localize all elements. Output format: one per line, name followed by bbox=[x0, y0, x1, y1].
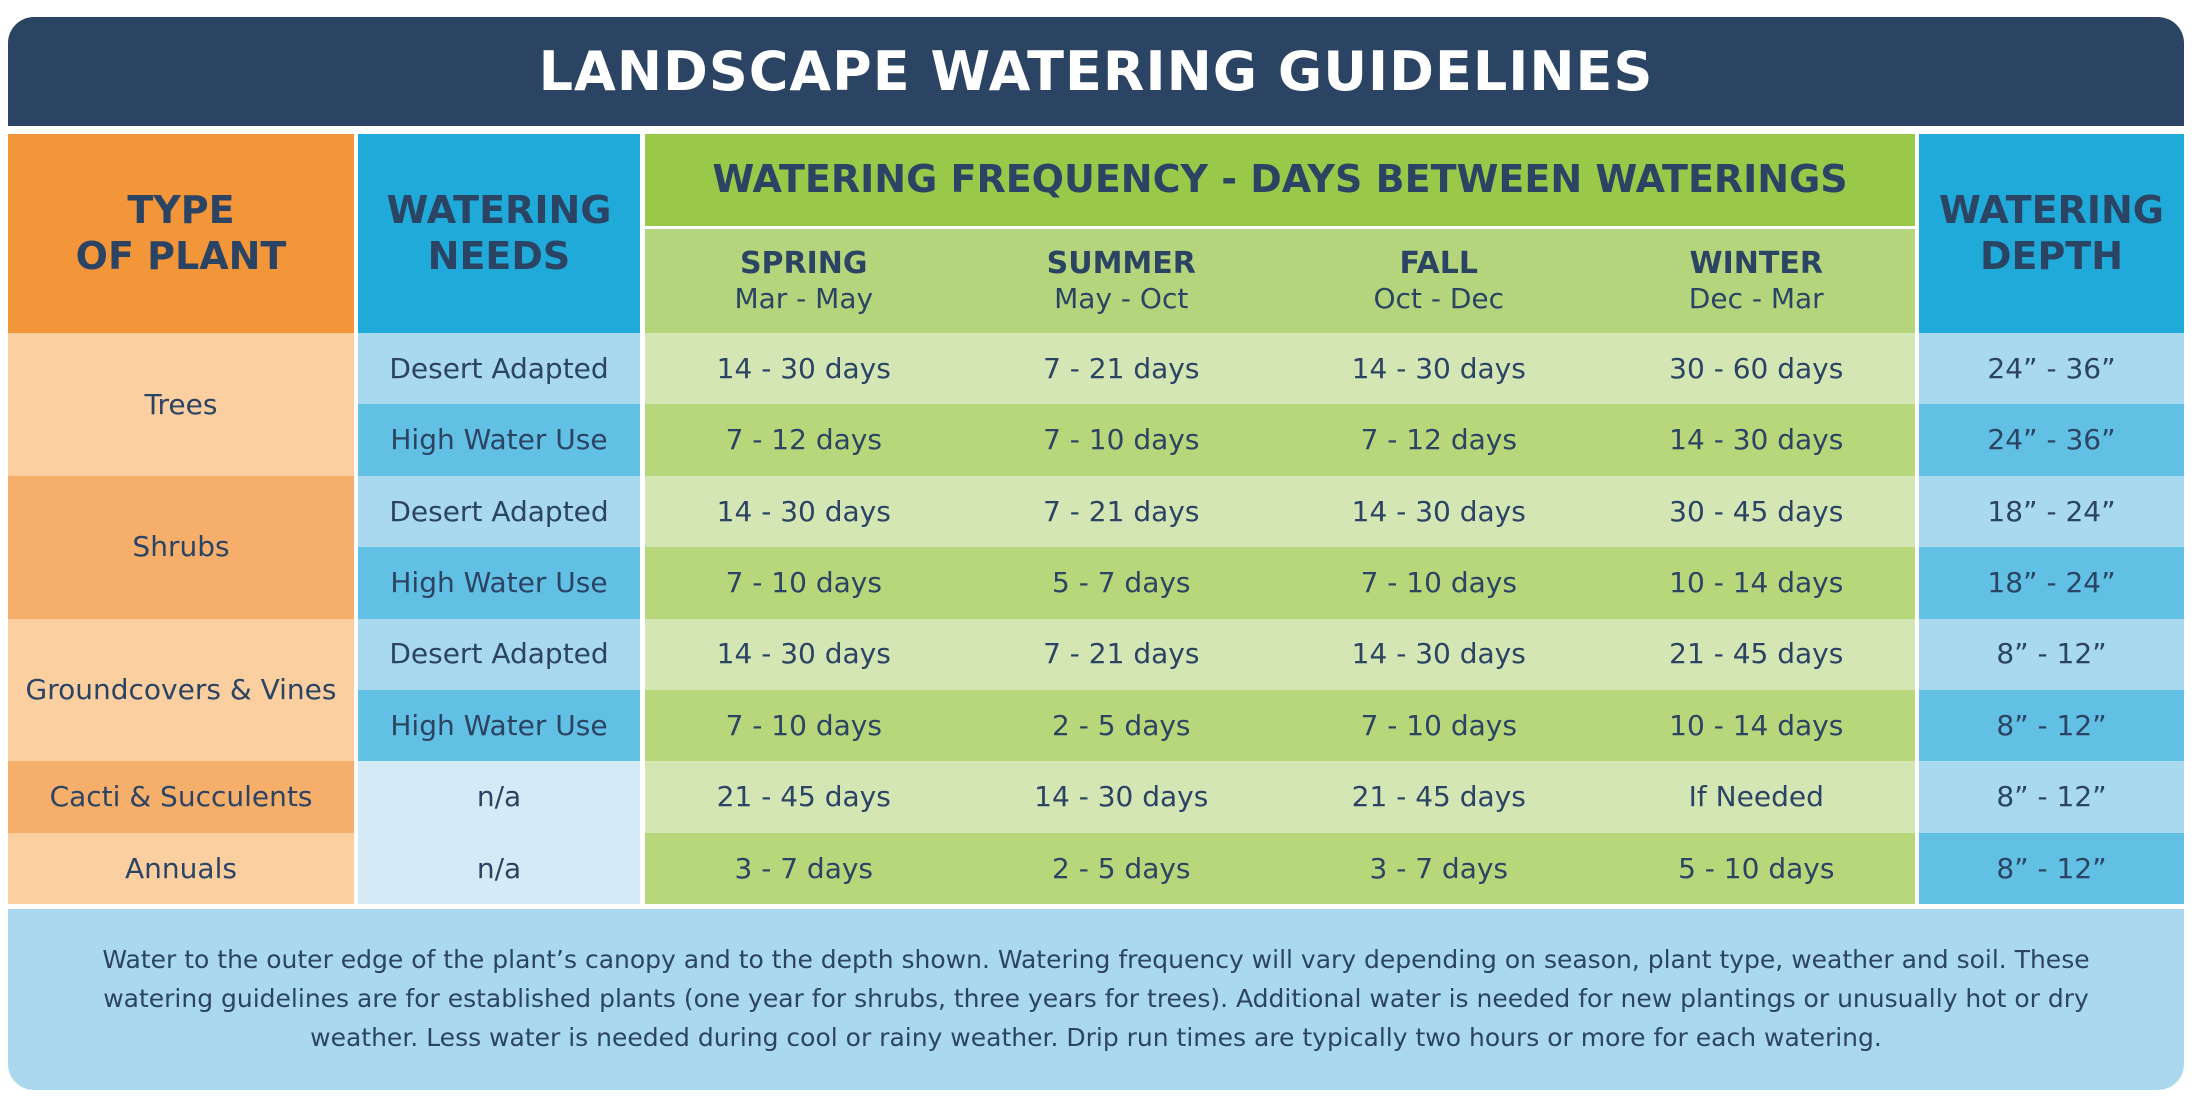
plant-type: Cacti & Succulents bbox=[8, 761, 354, 833]
watering-depth: 8” - 12” bbox=[1919, 832, 2184, 905]
frequency: 2 - 5 days bbox=[1051, 851, 1191, 885]
season-name: FALL bbox=[1399, 246, 1478, 282]
frequency: 10 - 14 days bbox=[1669, 566, 1844, 600]
watering-depth: 8” - 12” bbox=[1919, 690, 2184, 762]
season-months: Dec - Mar bbox=[1688, 282, 1824, 316]
watering-depth: 8” - 12” bbox=[1919, 618, 2184, 690]
season-header: FALL Oct - Dec bbox=[1280, 229, 1598, 333]
frequency: 7 - 10 days bbox=[1043, 423, 1200, 457]
watering-needs: High Water Use bbox=[358, 547, 640, 619]
season-name: SPRING bbox=[739, 246, 868, 282]
season-header: SPRING Mar - May bbox=[645, 229, 963, 333]
season-header: WINTER Dec - Mar bbox=[1597, 229, 1915, 333]
frequency-header: WATERING FREQUENCY - DAYS BETWEEN WATERI… bbox=[645, 134, 1915, 226]
watering-depth: 24” - 36” bbox=[1919, 404, 2184, 476]
season-name: WINTER bbox=[1689, 246, 1823, 282]
watering-depth: 18” - 24” bbox=[1919, 475, 2184, 548]
title: LANDSCAPE WATERING GUIDELINES bbox=[8, 17, 2184, 126]
plant-type: Groundcovers & Vines bbox=[8, 618, 354, 762]
frequency: 21 - 45 days bbox=[716, 780, 891, 814]
season-months: Mar - May bbox=[734, 282, 874, 316]
watering-depth: 18” - 24” bbox=[1919, 547, 2184, 619]
frequency: 7 - 10 days bbox=[725, 566, 882, 600]
watering-needs: Desert Adapted bbox=[358, 475, 640, 548]
frequency: 7 - 21 days bbox=[1043, 351, 1200, 385]
frequency: 7 - 21 days bbox=[1043, 494, 1200, 528]
season-months: May - Oct bbox=[1054, 282, 1189, 316]
needs-header: WATERING NEEDS bbox=[358, 134, 640, 333]
frequency: 2 - 5 days bbox=[1051, 708, 1191, 742]
plant-type: Annuals bbox=[8, 832, 354, 905]
depth-header: WATERING DEPTH bbox=[1919, 134, 2184, 333]
plant-type: Shrubs bbox=[8, 475, 354, 619]
frequency-row bbox=[645, 690, 1915, 762]
frequency: 30 - 45 days bbox=[1669, 494, 1844, 528]
frequency: 7 - 10 days bbox=[1360, 566, 1517, 600]
frequency: 14 - 30 days bbox=[1669, 423, 1844, 457]
frequency: 5 - 7 days bbox=[1051, 566, 1191, 600]
frequency: 14 - 30 days bbox=[1351, 494, 1526, 528]
frequency: 3 - 7 days bbox=[734, 851, 874, 885]
frequency: 30 - 60 days bbox=[1669, 351, 1844, 385]
watering-needs: Desert Adapted bbox=[358, 333, 640, 405]
frequency: 14 - 30 days bbox=[1351, 351, 1526, 385]
frequency: 21 - 45 days bbox=[1669, 637, 1844, 671]
frequency: 7 - 12 days bbox=[1360, 423, 1517, 457]
frequency: 14 - 30 days bbox=[1034, 780, 1209, 814]
frequency-row bbox=[645, 404, 1915, 476]
season-header: SUMMER May - Oct bbox=[962, 229, 1280, 333]
frequency: 7 - 10 days bbox=[725, 708, 882, 742]
frequency-row bbox=[645, 333, 1915, 405]
frequency: 14 - 30 days bbox=[716, 494, 891, 528]
frequency: 7 - 21 days bbox=[1043, 637, 1200, 671]
frequency-row bbox=[645, 475, 1915, 548]
watering-depth: 24” - 36” bbox=[1919, 333, 2184, 405]
frequency: 3 - 7 days bbox=[1369, 851, 1509, 885]
frequency: 7 - 12 days bbox=[725, 423, 882, 457]
watering-needs: Desert Adapted bbox=[358, 618, 640, 690]
season-name: SUMMER bbox=[1046, 246, 1196, 282]
frequency-row bbox=[645, 832, 1915, 905]
watering-depth: 8” - 12” bbox=[1919, 761, 2184, 833]
frequency: 7 - 10 days bbox=[1360, 708, 1517, 742]
frequency-row bbox=[645, 547, 1915, 619]
season-months: Oct - Dec bbox=[1373, 282, 1505, 316]
frequency-row bbox=[645, 761, 1915, 833]
frequency: 5 - 10 days bbox=[1678, 851, 1835, 885]
note: Water to the outer edge of the plant’s c… bbox=[8, 909, 2184, 1090]
plant-header: TYPE OF PLANT bbox=[8, 134, 354, 333]
frequency: 14 - 30 days bbox=[1351, 637, 1526, 671]
watering-needs: n/a bbox=[358, 832, 640, 905]
frequency: 14 - 30 days bbox=[716, 351, 891, 385]
watering-needs: High Water Use bbox=[358, 404, 640, 476]
frequency: 10 - 14 days bbox=[1669, 708, 1844, 742]
frequency-row bbox=[645, 618, 1915, 690]
frequency: 14 - 30 days bbox=[716, 637, 891, 671]
watering-needs: High Water Use bbox=[358, 690, 640, 762]
frequency: 21 - 45 days bbox=[1351, 780, 1526, 814]
watering-needs: n/a bbox=[358, 761, 640, 833]
plant-type: Trees bbox=[8, 333, 354, 476]
frequency: If Needed bbox=[1688, 780, 1824, 814]
